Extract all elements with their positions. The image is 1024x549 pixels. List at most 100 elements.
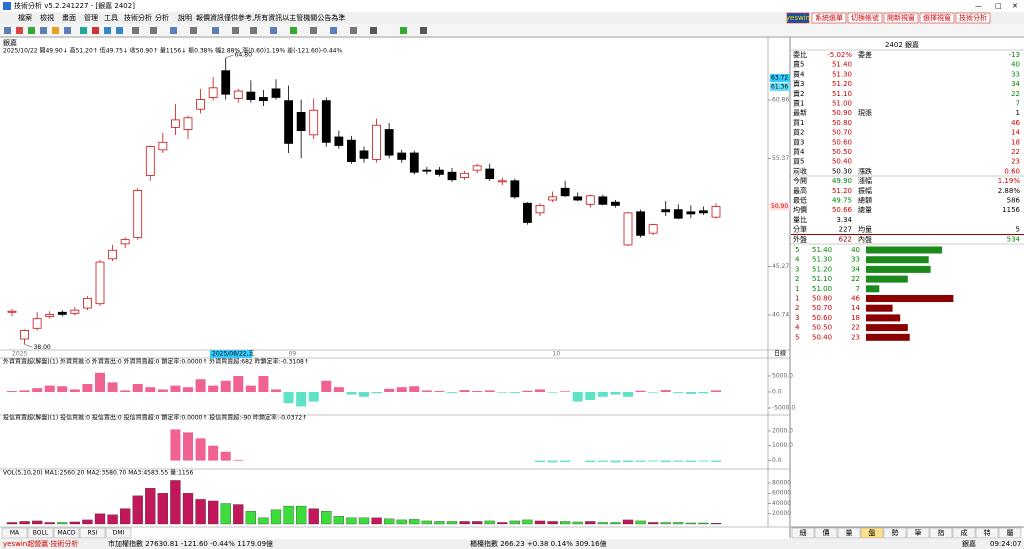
quote-tab[interactable]: [952, 527, 976, 539]
tool-icon[interactable]: [170, 27, 177, 34]
tool-icon[interactable]: [232, 27, 239, 34]
menu-item[interactable]: 管理: [84, 13, 98, 22]
top-button[interactable]: [847, 12, 883, 24]
indicator-tab-label[interactable]: BOLL: [33, 530, 49, 537]
tool-icon[interactable]: [190, 27, 197, 34]
depth-level: 1: [795, 295, 799, 303]
menu-item[interactable]: 檢視: [40, 13, 54, 22]
bar: [698, 460, 709, 462]
tool-icon[interactable]: [52, 27, 59, 34]
top-button-label[interactable]: 選擇視窗: [923, 13, 951, 22]
quote-cell: 50.40: [832, 158, 852, 166]
quote-tab-label[interactable]: 特: [984, 528, 991, 537]
tool-icon[interactable]: [350, 27, 357, 34]
tool-icon[interactable]: [330, 27, 337, 34]
menu-item[interactable]: 技術分析: [124, 13, 152, 22]
quote-tab-label[interactable]: 成: [961, 528, 968, 537]
indicator-tab-label[interactable]: MACD: [58, 530, 76, 537]
menu-item[interactable]: 檔案: [18, 13, 32, 22]
tool-icon[interactable]: [270, 27, 277, 34]
tool-icon[interactable]: [28, 27, 35, 34]
quote-tab[interactable]: [791, 527, 815, 539]
top-button-label[interactable]: 開新視窗: [887, 13, 915, 22]
quote-tab[interactable]: [814, 527, 838, 539]
tool-icon[interactable]: [212, 27, 219, 34]
tool-icon[interactable]: [132, 27, 139, 34]
tool-icon[interactable]: [40, 27, 47, 34]
minimize-button[interactable]: —: [975, 2, 982, 10]
indicator-tab[interactable]: [27, 527, 54, 539]
depth-bar: [866, 246, 942, 254]
indicator-tab[interactable]: [105, 527, 132, 539]
indicator-tab-label[interactable]: DMI: [113, 530, 125, 537]
quote-tab[interactable]: [975, 527, 999, 539]
top-button[interactable]: [919, 12, 955, 24]
quote-cell: 51.20: [832, 80, 852, 88]
tool-icon[interactable]: [150, 27, 157, 34]
top-button-label[interactable]: yeswin: [786, 14, 810, 22]
volume-bar: [6, 522, 18, 525]
quote-tab[interactable]: [906, 527, 930, 539]
top-buttons: yeswin 系統選單 切換帳號 開新視窗 選擇視窗 技術分析: [786, 12, 991, 24]
quote-tab[interactable]: [837, 527, 861, 539]
indicator-tab[interactable]: [1, 527, 28, 539]
top-button[interactable]: [786, 12, 810, 24]
top-button-label[interactable]: 技術分析: [959, 13, 987, 22]
status-bar: [0, 539, 1024, 549]
close-button[interactable]: ✕: [1012, 2, 1018, 10]
quote-cell: 委差: [858, 50, 872, 59]
quote-tab-label[interactable]: 盤: [869, 528, 876, 537]
quote-tab-label[interactable]: 勢: [892, 528, 899, 537]
quote-tab[interactable]: [998, 527, 1022, 539]
bar: [484, 390, 495, 392]
quote-tab[interactable]: [860, 527, 884, 539]
depth-level: 5: [795, 333, 799, 341]
tool-icon[interactable]: [116, 27, 123, 34]
depth-bar: [866, 285, 880, 293]
top-button[interactable]: [955, 12, 991, 24]
tool-icon[interactable]: [92, 27, 99, 34]
annotation: 38.00: [34, 344, 51, 351]
indicator-tab[interactable]: [53, 527, 80, 539]
quote-tab-label[interactable]: 量: [846, 529, 853, 537]
menu-item[interactable]: 說明: [178, 13, 192, 22]
volume-bar: [333, 516, 345, 525]
tool-icon[interactable]: [16, 27, 23, 34]
top-button-label[interactable]: 切換帳號: [851, 13, 879, 22]
top-button[interactable]: [883, 12, 919, 24]
tool-icon[interactable]: [310, 27, 317, 34]
quote-tab[interactable]: [883, 527, 907, 539]
y-tick-label: 0.0: [772, 389, 782, 396]
indicator-tab[interactable]: [79, 527, 106, 539]
maximize-button[interactable]: □: [995, 2, 1002, 10]
tool-icon[interactable]: [64, 27, 71, 34]
top-button[interactable]: [811, 12, 847, 24]
bar: [32, 388, 43, 392]
top-button-label[interactable]: 系統選單: [815, 13, 843, 22]
tool-icon[interactable]: [104, 27, 111, 34]
quote-tab-label[interactable]: 屬: [1007, 529, 1014, 537]
menu-item[interactable]: 畫面: [62, 13, 76, 22]
tool-icon[interactable]: [420, 27, 427, 34]
quote-tab-label[interactable]: 細: [800, 528, 807, 537]
quote-cell: 均價: [793, 205, 807, 214]
tool-icon[interactable]: [4, 27, 11, 34]
indicator-tab-label[interactable]: MA: [10, 530, 20, 537]
quote-tab-label[interactable]: 指: [938, 528, 945, 537]
tool-icon[interactable]: [80, 27, 87, 34]
indicator-tab-label[interactable]: RSI: [88, 530, 98, 537]
candle-body: [573, 196, 583, 201]
bar: [673, 392, 684, 393]
menu-item[interactable]: 工具: [104, 14, 118, 22]
tool-icon[interactable]: [370, 27, 377, 34]
quote-tab-label[interactable]: 筆: [915, 528, 922, 537]
quote-cell: 今開: [793, 176, 807, 185]
tool-icon[interactable]: [250, 27, 257, 34]
volume-bar: [459, 521, 470, 525]
menu-item[interactable]: 分析: [155, 13, 169, 22]
quote-tab[interactable]: [929, 527, 953, 539]
tool-icon[interactable]: [290, 27, 297, 34]
depth-price: 50.80: [812, 295, 832, 303]
quote-tab-label[interactable]: 價: [823, 528, 830, 537]
tool-icon[interactable]: [400, 27, 407, 34]
